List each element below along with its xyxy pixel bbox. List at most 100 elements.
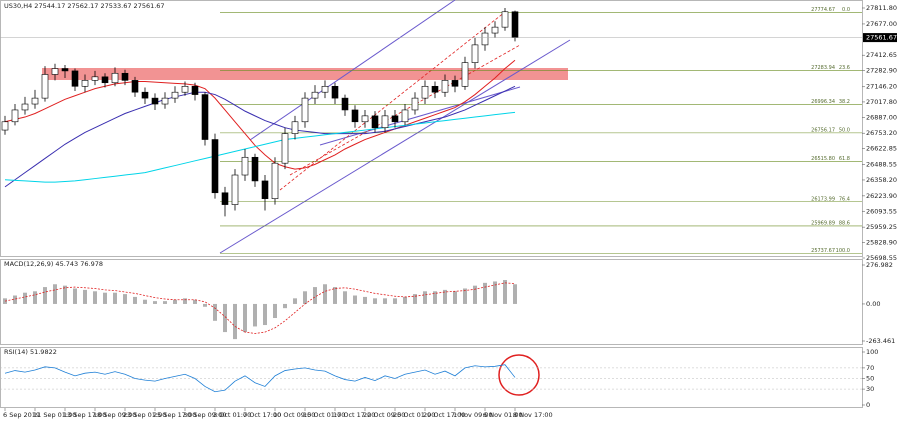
price-panel [0,0,863,257]
macd-bar [163,301,167,304]
candle-body [181,85,189,93]
y-tick-label: 26358.20 [866,176,897,184]
x-tick-label: 22 Oct 09:00 [363,411,405,419]
macd-bar [313,287,317,304]
rsi-panel [0,347,863,408]
candle-body [481,32,489,46]
candle-body [241,156,249,176]
fib-level: 61.8 [839,156,850,162]
macd-bar [223,303,227,333]
x-tick-label: 29 Oct 17:00 [423,411,465,419]
macd-bar [203,303,207,307]
candle-body [21,103,29,111]
macd-bar [73,288,77,304]
macd-bar [243,303,247,333]
macd-bar [393,298,397,304]
macd-bar [503,280,507,304]
fib-price: 26515.80 [811,156,835,162]
macd-bar [383,298,387,304]
fib-price: 25737.67 [811,248,835,254]
y-tick-label: 27017.80 [866,98,897,106]
macd-bar [433,291,437,304]
macd-bar [403,296,407,304]
candle-body [151,97,159,105]
candle-body [281,133,289,164]
resistance-zone [42,68,568,80]
candle-body [381,115,389,128]
x-tick-label: 17 Oct 17:00 [333,411,375,419]
macd-bar [283,303,287,309]
y-tick-label: 26488.55 [866,161,897,169]
macd-bar [303,291,307,304]
macd-bar [373,298,377,304]
chart-title: US30,H4 27544.17 27562.17 27533.67 27561… [4,2,165,10]
fib-level: 0.0 [842,7,850,13]
y-tick-label: 27677.00 [866,20,897,28]
x-tick-label: 10 Oct 09:00 [273,411,315,419]
x-tick-label: 6 Sep 2019 [3,411,40,419]
y-tick-label: 100 [866,348,878,356]
macd-bar [423,291,427,304]
y-tick-label: 25698.55 [866,254,897,262]
macd-bar [63,285,67,304]
candle-body [461,62,469,87]
candle-body [131,80,139,93]
y-tick-label: 70 [866,364,874,372]
candle-body [31,97,39,105]
candle-body [351,109,359,123]
macd-bar [103,292,107,304]
rsi-title: RSI(14) 51.9822 [4,348,57,356]
fib-price: 27283.94 [811,65,835,71]
macd-bar [43,287,47,304]
macd-bar [353,295,357,304]
x-tick-label: 25 Oct 01:00 [393,411,435,419]
moving-average [4,111,516,183]
macd-bar [473,285,477,304]
macd-bar [333,287,337,304]
x-tick-label: 15 Oct 01:00 [303,411,345,419]
y-tick-label: 0.00 [866,300,880,308]
macd-bar [193,299,197,304]
x-tick-label: 23 Sep 01:00 [123,411,166,419]
macd-bar [293,298,297,304]
x-tick-label: 18 Sep 09:00 [93,411,136,419]
y-tick-label: 26622.85 [866,145,897,153]
macd-bar [93,291,97,304]
candle-body [371,115,379,128]
x-tick-label: 1 Nov 09:00 [453,411,493,419]
y-tick-label: 26753.20 [866,129,897,137]
macd-bar [413,294,417,304]
fib-level: 88.6 [839,220,850,226]
candle-body [431,85,439,93]
current-price-box [863,33,897,43]
macd-bar [323,284,327,304]
candle-body [401,109,409,123]
candle-body [191,85,199,95]
y-tick-label: 26887.00 [866,113,897,121]
x-tick-label: 30 Sep 09:00 [183,411,226,419]
y-tick-label: 27146.20 [866,83,897,91]
macd-title: MACD(12,26,9) 45.743 76.978 [4,260,103,268]
candle-body [421,85,429,99]
fib-price: 26996.34 [811,99,835,105]
candle-body [391,115,399,123]
fib-level: 100.0 [836,248,850,254]
candle-body [301,97,309,123]
channel-upper [249,0,456,141]
candle-body [321,85,329,93]
macd-bar [443,289,447,304]
macd-bar [113,292,117,304]
fib-price: 25969.89 [811,220,835,226]
macd-bar [173,299,177,304]
macd-bar [143,299,147,304]
candle-body [161,97,169,105]
candle-body [221,192,229,205]
macd-bar [513,284,517,304]
x-tick-label: 11 Sep 01:00 [33,411,76,419]
candle-body [491,26,499,34]
fib-level: 38.2 [839,99,850,105]
candle-body [11,109,19,123]
fib-price: 26756.17 [811,127,835,133]
macd-bar [133,296,137,304]
